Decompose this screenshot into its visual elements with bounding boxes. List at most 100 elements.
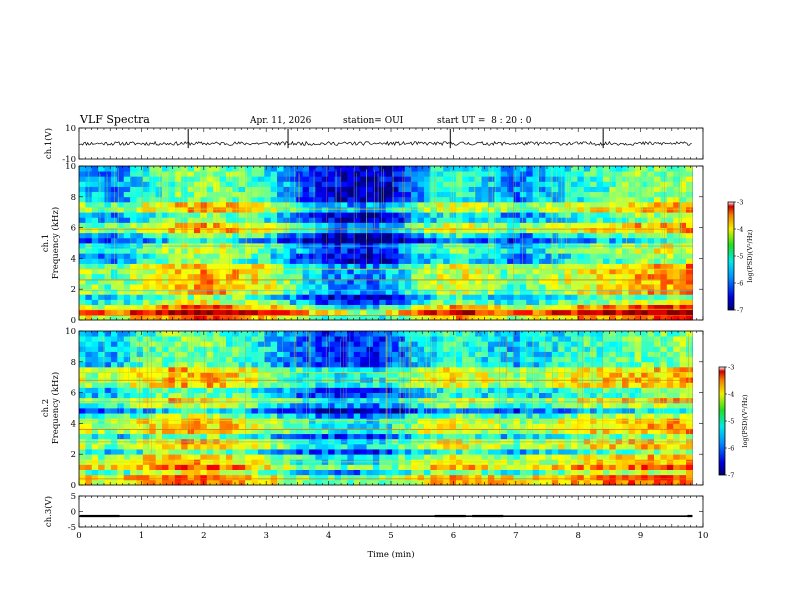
- ch2-spectrogram-cell: [213, 408, 220, 414]
- ch1-spectrogram-cell: [558, 299, 565, 305]
- ch1-spectrogram-cell: [379, 191, 387, 198]
- ch1-spectrogram-cell: [507, 212, 514, 218]
- ch1-spectrogram-cell: [277, 268, 284, 275]
- ch2-spectrogram-cell: [187, 331, 195, 337]
- ch1-spectrogram-cell: [641, 289, 649, 295]
- ch1-spectrogram-cell: [602, 289, 610, 295]
- ch2-spectrogram-cell: [117, 423, 125, 429]
- ch1-spectrogram-cell: [602, 186, 610, 193]
- ch1-spectrogram-cell: [302, 278, 310, 285]
- ch1-spectrogram-cell: [366, 201, 374, 208]
- ch1-spectrogram-cell: [187, 181, 195, 187]
- ch1-spectrogram-cell: [194, 227, 201, 234]
- ch1-spectrogram-cell: [666, 309, 674, 316]
- ch1-spectrogram-cell: [545, 232, 553, 239]
- ch2-spectrogram-cell: [277, 356, 284, 363]
- ch2-spectrogram-cell: [200, 408, 208, 414]
- ch2-spectrogram-cell: [91, 433, 99, 440]
- ch1-spectrogram-cell: [666, 237, 674, 244]
- ch1-spectrogram-cell: [289, 217, 297, 223]
- ch1-spectrogram-cell: [455, 166, 463, 172]
- ch1-spectrogram-cell: [494, 171, 502, 177]
- ch1-spectrogram-cell: [660, 263, 668, 270]
- ch1-spectrogram-cell: [379, 201, 387, 208]
- ch2-spectrogram-cell: [315, 336, 323, 342]
- ch2-spectrogram-cell: [296, 382, 304, 388]
- ch2-spectrogram-cell: [360, 454, 367, 460]
- ch1-spectrogram-cell: [168, 258, 176, 264]
- ch1-spectrogram-cell: [558, 278, 565, 285]
- ch2-spectrogram-cell: [309, 356, 316, 363]
- ch1-spectrogram-cell: [551, 278, 559, 285]
- ch2-spectrogram-cell: [245, 346, 252, 352]
- ch1-spectrogram-cell: [462, 304, 470, 311]
- ch1-spectrogram-cell: [641, 217, 649, 223]
- ch2-spectrogram-cell: [149, 346, 157, 352]
- ch1-spectrogram-cell: [500, 207, 508, 213]
- ch1-spectrogram-cell: [328, 212, 335, 218]
- ch1-spectrogram-cell: [251, 268, 259, 275]
- ch1-spectrogram-cell: [187, 232, 195, 239]
- ch1-spectrogram-cell: [596, 227, 604, 234]
- ch2-spectrogram-cell: [245, 366, 252, 373]
- ch1-spectrogram-cell: [264, 217, 272, 223]
- ch2-spectrogram-cell: [366, 372, 374, 378]
- ch1-spectrogram-cell: [404, 212, 412, 218]
- ch1-spectrogram-cell: [142, 248, 150, 254]
- ch1-spectrogram-cell: [411, 191, 419, 198]
- ch1-spectrogram-cell: [302, 181, 310, 187]
- ch1-spectrogram-cell: [532, 207, 540, 213]
- ch2-spectrogram-cell: [283, 387, 291, 393]
- ch1-spectrogram-cell: [117, 166, 125, 172]
- ch1-spectrogram-cell: [181, 304, 189, 311]
- ch1-spectrogram-cell: [187, 278, 195, 285]
- ch2-spectrogram-cell: [398, 331, 406, 337]
- ch1-spectrogram-cell: [647, 248, 655, 254]
- ch1-spectrogram-cell: [206, 253, 214, 259]
- ch1-spectrogram-cell: [596, 273, 604, 280]
- ch1-spectrogram-cell: [264, 294, 272, 300]
- ch1-spectrogram-cell: [379, 237, 387, 244]
- ch1-spectrogram-cell: [315, 176, 323, 182]
- ch2-spectrogram-cell: [245, 341, 252, 347]
- ch1-spectrogram-cell: [570, 166, 578, 172]
- ch1-spectrogram-cell: [117, 176, 125, 182]
- ch1-spectrogram-cell: [487, 253, 495, 259]
- ch1-spectrogram-cell: [392, 278, 399, 285]
- ch1-spectrogram-cell: [238, 284, 246, 290]
- ch1-spectrogram-cell: [117, 222, 125, 228]
- ch1-spectrogram-cell: [353, 273, 361, 280]
- ch1-spectrogram-cell: [123, 237, 131, 244]
- ch1-spectrogram-cell: [117, 284, 125, 290]
- ch1-spectrogram-cell: [602, 212, 610, 218]
- ch2-spectrogram-cell: [289, 351, 297, 358]
- ch2-spectrogram-cell: [321, 474, 329, 481]
- ch1-spectrogram-cell: [532, 294, 540, 300]
- ch2-spectrogram-cell: [117, 443, 125, 450]
- ch1-spectrogram-cell: [219, 227, 227, 234]
- ch2-spectrogram-cell: [379, 341, 387, 347]
- ch1-spectrogram-cell: [149, 299, 157, 305]
- ch2-spectrogram-cell: [238, 469, 246, 476]
- ch2-spectrogram-cell: [340, 387, 348, 393]
- ch1-spectrogram-cell: [79, 212, 86, 218]
- ch1-spectrogram-cell: [245, 186, 252, 193]
- ch1-spectrogram-cell: [277, 299, 284, 305]
- ch1-spectrogram-cell: [257, 273, 265, 280]
- ch1-spectrogram-cell: [110, 299, 118, 305]
- ch2-spectrogram-cell: [385, 382, 393, 388]
- ch2-spectrogram-cell: [85, 366, 93, 373]
- ch1-spectrogram-cell: [615, 171, 623, 177]
- ch2-spectrogram-cell: [251, 356, 259, 363]
- ch1-spectrogram-cell: [321, 273, 329, 280]
- ch1-spectrogram-cell: [296, 248, 304, 254]
- ch2-spectrogram-cell: [257, 408, 265, 414]
- ch1-spectrogram-cell: [117, 181, 125, 187]
- ch1-spectrogram-cell: [526, 207, 534, 213]
- ch1-spectrogram-cell: [494, 191, 502, 198]
- ch1-spectrogram-cell: [519, 196, 527, 203]
- ch1-spectrogram-cell: [79, 201, 86, 208]
- ch1-spectrogram-cell: [583, 227, 591, 234]
- ch1-spectrogram-cell: [468, 207, 476, 213]
- ch2-spectrogram-cell: [321, 351, 329, 358]
